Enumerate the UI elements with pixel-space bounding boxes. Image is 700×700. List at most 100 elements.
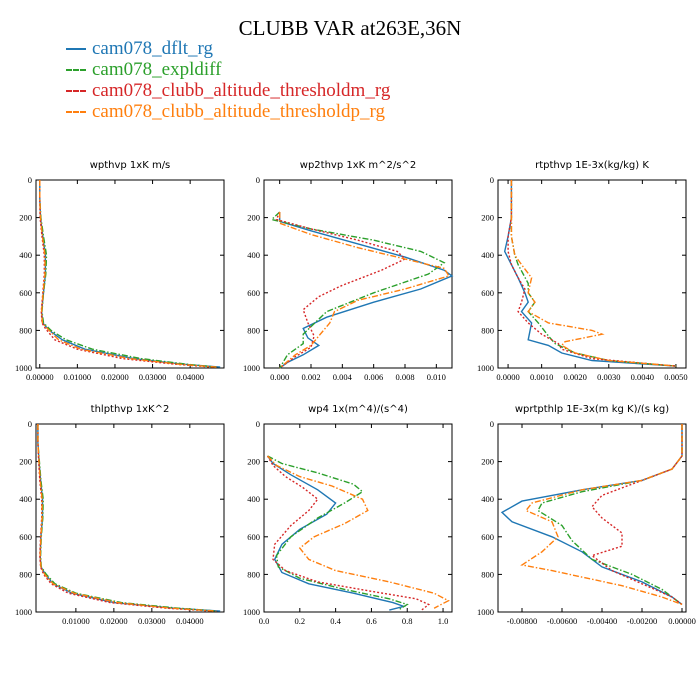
x-tick-label: 0.00000 bbox=[668, 616, 696, 626]
y-tick-label: 800 bbox=[247, 325, 260, 335]
x-tick-label: 0.0040 bbox=[631, 372, 654, 382]
plot-frame bbox=[497, 423, 687, 613]
x-tick-label: 0.03000 bbox=[139, 372, 167, 382]
legend-item: cam078_clubb_altitude_thresholdp_rg bbox=[66, 101, 390, 122]
series-line bbox=[266, 455, 431, 611]
y-tick-label: 800 bbox=[247, 569, 260, 579]
y-tick-label: 200 bbox=[19, 213, 32, 223]
series-line bbox=[590, 424, 683, 606]
chart-panel: wprtpthlp 1E-3x(m kg K)/(s kg) -0.00800 -0… bbox=[477, 404, 696, 626]
series-line bbox=[279, 212, 454, 369]
plot-frame bbox=[35, 179, 225, 369]
series-line bbox=[37, 424, 221, 612]
x-tick-label: 0.4 bbox=[330, 616, 341, 626]
y-tick-label: 200 bbox=[247, 213, 260, 223]
series-line bbox=[37, 424, 217, 612]
legend-label: cam078_dflt_rg bbox=[92, 38, 214, 59]
legend-item: cam078_clubb_altitude_thresholdm_rg bbox=[66, 80, 390, 101]
chart-title: wp2thvp 1xK m^2/s^2 bbox=[300, 160, 416, 171]
y-tick-label: 600 bbox=[481, 288, 494, 298]
y-tick-label: 400 bbox=[19, 250, 32, 260]
series-line bbox=[39, 180, 213, 368]
series-line bbox=[267, 455, 450, 609]
x-tick-label: 0.00000 bbox=[26, 372, 54, 382]
y-tick-label: 400 bbox=[247, 494, 260, 504]
y-tick-label: 600 bbox=[19, 288, 32, 298]
x-tick-label: 0.0000 bbox=[496, 372, 519, 382]
x-tick-label: 0.0030 bbox=[597, 372, 620, 382]
series-line bbox=[500, 424, 683, 606]
series-line bbox=[507, 180, 676, 367]
y-tick-label: 1000 bbox=[477, 607, 494, 617]
series-line bbox=[537, 424, 683, 606]
y-tick-label: 0 bbox=[256, 175, 260, 185]
series-line bbox=[37, 424, 213, 612]
figure-title: CLUBB VAR at263E,36N bbox=[238, 16, 462, 40]
y-tick-label: 0 bbox=[490, 419, 494, 429]
x-tick-label: 0.02000 bbox=[100, 616, 128, 626]
x-tick-label: 0.0050 bbox=[664, 372, 687, 382]
y-tick-label: 0 bbox=[256, 419, 260, 429]
plot-frame bbox=[35, 423, 225, 613]
legend-label: cam078_clubb_altitude_thresholdp_rg bbox=[92, 101, 386, 122]
series-line bbox=[37, 424, 217, 612]
y-tick-label: 200 bbox=[247, 457, 260, 467]
series-line bbox=[275, 211, 407, 369]
y-tick-label: 600 bbox=[481, 532, 494, 542]
x-tick-label: 0.04000 bbox=[176, 616, 204, 626]
x-tick-label: 0.0010 bbox=[530, 372, 553, 382]
legend-swatch bbox=[66, 89, 86, 92]
y-tick-label: 200 bbox=[19, 457, 32, 467]
x-tick-label: 0.004 bbox=[333, 372, 353, 382]
x-tick-label: 0.04000 bbox=[176, 372, 204, 382]
plot-frame bbox=[263, 179, 453, 369]
x-tick-label: 0.02000 bbox=[101, 372, 129, 382]
chart-title: thlpthvp 1xK^2 bbox=[91, 404, 170, 415]
x-tick-label: 0.6 bbox=[366, 616, 377, 626]
chart-panel: thlpthvp 1xK^2 0.01000 0.02000 0.03000 0.040… bbox=[15, 404, 225, 626]
chart-panel: rtpthvp 1E-3x(kg/kg) K 0.0000 0.0010 0.0020… bbox=[477, 160, 688, 382]
x-tick-label: 0.01000 bbox=[62, 616, 90, 626]
series-line bbox=[267, 455, 409, 611]
legend-label: cam078_clubb_altitude_thresholdm_rg bbox=[92, 80, 391, 101]
series-line bbox=[39, 180, 217, 368]
y-tick-label: 1000 bbox=[15, 363, 32, 373]
x-tick-label: 0.0 bbox=[259, 616, 270, 626]
y-tick-label: 1000 bbox=[243, 607, 260, 617]
chart-title: rtpthvp 1E-3x(kg/kg) K bbox=[535, 160, 649, 171]
y-tick-label: 800 bbox=[481, 325, 494, 335]
series-line bbox=[503, 180, 676, 367]
y-tick-label: 200 bbox=[481, 213, 494, 223]
x-tick-label: 0.010 bbox=[427, 372, 446, 382]
x-tick-label: 0.8 bbox=[402, 616, 413, 626]
chart-title: wpthvp 1xK m/s bbox=[90, 160, 171, 171]
y-tick-label: 400 bbox=[247, 250, 260, 260]
series-line bbox=[510, 180, 676, 367]
x-tick-label: 0.01000 bbox=[64, 372, 92, 382]
y-tick-label: 0 bbox=[490, 175, 494, 185]
legend-item: cam078_dflt_rg bbox=[66, 38, 390, 59]
plot-frame bbox=[497, 179, 687, 369]
x-tick-label: -0.00600 bbox=[547, 616, 577, 626]
series-line bbox=[510, 180, 676, 367]
y-tick-label: 800 bbox=[19, 569, 32, 579]
y-tick-label: 400 bbox=[19, 494, 32, 504]
y-tick-label: 800 bbox=[19, 325, 32, 335]
x-tick-label: 0.008 bbox=[395, 372, 414, 382]
x-tick-label: 0.002 bbox=[301, 372, 320, 382]
legend-item: cam078_expldiff bbox=[66, 59, 390, 80]
x-tick-label: 0.006 bbox=[364, 372, 383, 382]
legend: cam078_dflt_rg cam078_expldiff cam078_cl… bbox=[66, 38, 390, 122]
y-tick-label: 800 bbox=[481, 569, 494, 579]
series-line bbox=[39, 180, 221, 368]
series-line bbox=[39, 180, 217, 368]
x-tick-label: 0.0020 bbox=[564, 372, 587, 382]
y-tick-label: 0 bbox=[28, 419, 32, 429]
y-tick-label: 1000 bbox=[243, 363, 260, 373]
series-line bbox=[267, 455, 407, 611]
y-tick-label: 400 bbox=[481, 250, 494, 260]
legend-label: cam078_expldiff bbox=[92, 59, 222, 80]
y-tick-label: 200 bbox=[481, 457, 494, 467]
plot-frame bbox=[263, 423, 453, 613]
